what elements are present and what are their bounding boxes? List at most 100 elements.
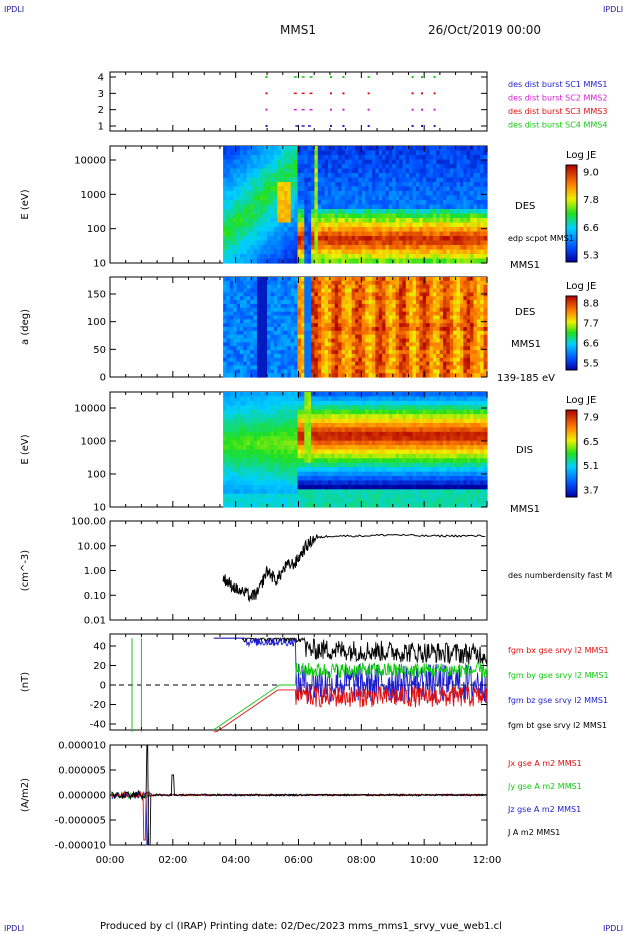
heat-cell	[297, 445, 302, 451]
heat-cell	[331, 480, 336, 486]
heat-cell	[466, 311, 471, 317]
heat-cell	[243, 177, 248, 183]
heat-cell	[226, 418, 231, 424]
heat-cell	[324, 346, 329, 351]
heat-cell	[229, 280, 234, 286]
heat-cell	[287, 373, 292, 378]
heat-cell	[226, 213, 231, 219]
heat-cell	[243, 155, 248, 161]
heat-cell	[267, 159, 272, 165]
heat-cell	[426, 365, 431, 370]
heat-cell	[361, 311, 366, 317]
heat-cell	[260, 150, 265, 156]
heat-cell	[243, 323, 248, 328]
heat-cell	[287, 204, 292, 210]
heat-cell	[439, 338, 444, 343]
heat-cell	[273, 195, 278, 201]
heat-cell	[263, 209, 268, 215]
heat-cell	[476, 365, 481, 370]
heat-cell	[223, 292, 228, 297]
heat-cell	[307, 146, 312, 152]
heat-cell	[371, 146, 376, 152]
heat-cell	[338, 164, 343, 170]
heat-cell	[263, 489, 268, 495]
heat-cell	[327, 431, 332, 437]
heat-cell	[409, 191, 414, 197]
heat-cell	[236, 338, 241, 343]
heat-cell	[361, 168, 366, 174]
heat-cell	[395, 315, 400, 320]
heat-cell	[317, 292, 322, 297]
heat-cell	[229, 396, 234, 402]
heat-cell	[321, 502, 326, 508]
heat-cell	[327, 164, 332, 170]
heat-cell	[307, 209, 312, 215]
heat-cell	[331, 213, 336, 219]
heat-cell	[270, 254, 275, 260]
heat-cell	[290, 471, 295, 477]
heat-cell	[368, 258, 373, 264]
heat-cell	[432, 150, 437, 156]
heat-cell	[409, 222, 414, 228]
heat-cell	[415, 346, 420, 351]
heat-cell	[260, 227, 265, 233]
heat-cell	[422, 303, 427, 309]
heat-cell	[361, 173, 366, 179]
heat-cell	[355, 236, 360, 242]
heat-cell	[399, 177, 404, 183]
heat-cell	[412, 346, 417, 351]
heat-cell	[270, 277, 275, 282]
heat-cell	[284, 365, 288, 370]
heat-cell	[392, 361, 397, 367]
heat-cell	[361, 365, 366, 370]
heat-cell	[290, 307, 295, 313]
heat-cell	[233, 338, 238, 343]
heat-cell	[277, 204, 282, 210]
heat-cell	[317, 392, 322, 398]
heat-cell	[466, 249, 471, 255]
heat-cell	[344, 365, 349, 370]
heat-cell	[338, 453, 343, 459]
heat-cell	[388, 369, 393, 374]
heat-cell	[395, 280, 400, 286]
heat-cell	[331, 369, 336, 374]
heat-cell	[273, 330, 278, 336]
heat-cell	[294, 204, 299, 210]
heat-cell	[267, 414, 272, 420]
heat-cell	[456, 288, 461, 293]
heat-cell	[459, 319, 464, 324]
heat-cell	[334, 414, 339, 420]
heat-cell	[246, 396, 251, 402]
heat-cell	[392, 204, 397, 210]
heat-cell	[297, 195, 302, 201]
heat-cell	[243, 502, 248, 508]
heat-cell	[470, 361, 475, 367]
heat-cell	[480, 240, 485, 246]
heat-cell	[344, 177, 349, 183]
heat-cell	[351, 300, 356, 305]
heat-cell	[466, 346, 471, 351]
heat-cell	[463, 353, 468, 359]
heat-cell	[412, 280, 417, 286]
heat-cell	[277, 177, 282, 183]
heat-cell	[324, 342, 329, 347]
heat-cell	[229, 277, 234, 282]
heat-cell	[378, 159, 383, 165]
heat-cell	[432, 284, 437, 290]
heat-cell	[250, 445, 255, 451]
heat-cell	[311, 280, 316, 286]
heat-cell	[284, 489, 288, 495]
heat-cell	[388, 258, 393, 264]
heat-cell	[314, 400, 319, 406]
heat-cell	[338, 222, 343, 228]
heat-cell	[277, 303, 282, 309]
heat-cell	[358, 300, 363, 305]
heat-cell	[456, 182, 461, 188]
heat-cell	[314, 346, 319, 351]
heat-cell	[270, 307, 275, 313]
heat-cell	[229, 177, 234, 183]
heat-cell	[385, 155, 390, 161]
heat-cell	[284, 327, 288, 332]
heat-cell	[412, 164, 417, 170]
heat-cell	[402, 327, 407, 332]
